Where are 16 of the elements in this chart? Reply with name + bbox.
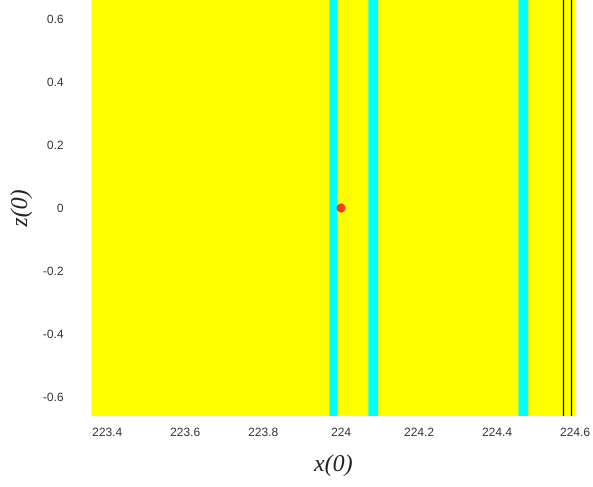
y-tick-label: -0.6 — [42, 390, 64, 404]
x-tick-label: 223.4 — [92, 425, 123, 439]
y-tick-label: 0.2 — [46, 138, 64, 152]
x-tick-label: 224.6 — [560, 425, 590, 439]
y-tick-label: 0 — [56, 201, 64, 215]
x-axis-title: x(0) — [312, 451, 353, 477]
y-axis-title: z(0) — [7, 189, 33, 228]
x-tick-label: 223.6 — [170, 425, 200, 439]
x-tick-label: 224.4 — [482, 425, 512, 439]
x-tick-label: 224.2 — [404, 425, 434, 439]
x-tick-label: 224 — [331, 425, 352, 439]
y-tick-label: 0.6 — [46, 12, 64, 26]
y-tick-label: -0.4 — [42, 327, 64, 342]
x-tick-label: 223.8 — [248, 425, 278, 439]
y-tick-label: -0.2 — [42, 264, 64, 278]
y-tick-label: 0.4 — [46, 74, 64, 89]
